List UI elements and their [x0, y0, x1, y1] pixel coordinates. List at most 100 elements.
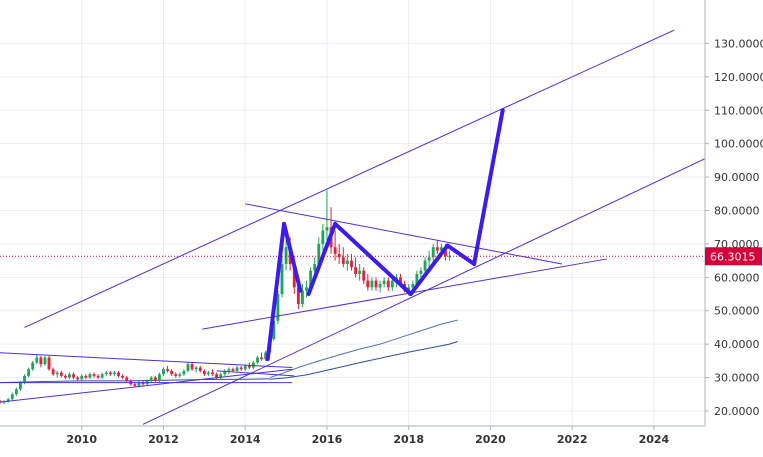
- candle-body: [264, 352, 268, 360]
- candle-body: [309, 270, 313, 288]
- candle-65: [264, 350, 268, 361]
- trendline-3[interactable]: [245, 203, 563, 265]
- candle-body: [186, 364, 190, 371]
- candle-body: [272, 320, 276, 340]
- candle-103: [419, 267, 423, 278]
- candle-body: [390, 280, 394, 288]
- candle-80: [325, 190, 329, 241]
- grid-layer: [0, 0, 705, 426]
- projection-segment-5[interactable]: [408, 243, 450, 297]
- candle-body: [235, 367, 239, 371]
- projection-segment-2[interactable]: [282, 221, 303, 293]
- candle-body: [76, 377, 80, 380]
- projection-segment-4[interactable]: [333, 221, 413, 297]
- x-tick-label: 2020: [475, 433, 506, 446]
- candle-2: [6, 397, 10, 403]
- candle-79: [321, 223, 325, 251]
- candle-body: [374, 280, 378, 288]
- candle-82: [333, 230, 337, 261]
- trendline-4[interactable]: [202, 258, 607, 330]
- candle-body: [113, 372, 116, 375]
- candle-body: [198, 367, 202, 371]
- candle-body: [170, 370, 174, 375]
- candle-62: [251, 360, 255, 370]
- candle-body: [215, 374, 219, 378]
- candle-body: [68, 374, 71, 378]
- projection-segment-3[interactable]: [306, 221, 338, 297]
- candle-body: [280, 263, 284, 295]
- candle-body: [386, 280, 390, 288]
- candle-body: [435, 247, 439, 251]
- candle-4: [14, 387, 18, 396]
- trendline-1[interactable]: [24, 29, 675, 328]
- candle-63: [256, 355, 259, 365]
- candle-body: [411, 284, 415, 288]
- candle-body: [247, 365, 251, 368]
- candle-body: [10, 394, 14, 400]
- candle-body: [227, 369, 231, 371]
- candle-11: [43, 355, 47, 366]
- candle-body: [345, 260, 349, 264]
- candle-83: [337, 243, 341, 264]
- x-tick-label: 2016: [312, 433, 343, 446]
- candle-95: [386, 277, 390, 291]
- x-tick-label: 2010: [66, 433, 97, 446]
- candle-52: [211, 369, 214, 376]
- candle-body: [366, 280, 370, 288]
- candle-body: [14, 389, 18, 395]
- candle-body: [100, 374, 104, 378]
- candle-41: [166, 365, 169, 373]
- candle-93: [378, 280, 382, 293]
- candle-body: [251, 362, 255, 368]
- candle-106: [431, 243, 435, 264]
- trendline-8[interactable]: [216, 370, 295, 377]
- x-axis-ticks[interactable]: 2010 2012 2014 2016 2018 2020 2022 2024: [66, 426, 670, 446]
- candle-45: [182, 369, 186, 376]
- candle-body: [423, 260, 427, 271]
- candle-body: [31, 362, 35, 370]
- trendline-2[interactable]: [142, 158, 706, 425]
- y-tick-label: 120.0000: [714, 71, 763, 84]
- candle-70: [284, 237, 288, 271]
- candle-61: [247, 362, 251, 370]
- trendline-5[interactable]: [0, 352, 293, 369]
- candle-body: [333, 247, 337, 254]
- candle-54: [219, 372, 223, 380]
- candle-92: [374, 277, 378, 291]
- candle-body: [399, 277, 402, 284]
- candle-3: [10, 392, 14, 401]
- candle-body: [341, 257, 345, 264]
- trendline-6[interactable]: [0, 368, 293, 403]
- candle-16: [63, 374, 67, 380]
- y-axis-ticks[interactable]: 20.000030.000040.000050.000060.000070.00…: [705, 37, 763, 418]
- candle-23: [92, 372, 96, 378]
- y-tick-label: 100.0000: [714, 138, 763, 151]
- candle-body: [84, 375, 88, 378]
- candle-body: [431, 247, 435, 258]
- candle-87: [354, 257, 357, 278]
- candle-body: [305, 287, 308, 291]
- projection-segment-6[interactable]: [445, 243, 477, 266]
- candle-body: [63, 375, 67, 378]
- candle-body: [190, 364, 194, 370]
- candle-51: [207, 370, 210, 376]
- candle-body: [141, 382, 145, 385]
- candle-69: [280, 257, 284, 298]
- trendline-layer: [0, 29, 706, 425]
- y-tick-label: 50.0000: [714, 305, 760, 318]
- moving-average-line-1: [269, 319, 458, 379]
- candle-body: [137, 382, 141, 386]
- projection-segment-1[interactable]: [265, 221, 287, 362]
- candle-body: [133, 384, 137, 386]
- projection-segment-7[interactable]: [472, 108, 505, 266]
- candle-27: [108, 370, 112, 376]
- candle-39: [157, 372, 161, 383]
- candle-body: [321, 230, 325, 244]
- candle-body: [362, 270, 366, 281]
- candle-body: [207, 372, 210, 375]
- current-price-tag-background: [705, 247, 762, 266]
- y-tick-label: 60.0000: [714, 271, 760, 284]
- candle-body: [444, 247, 447, 257]
